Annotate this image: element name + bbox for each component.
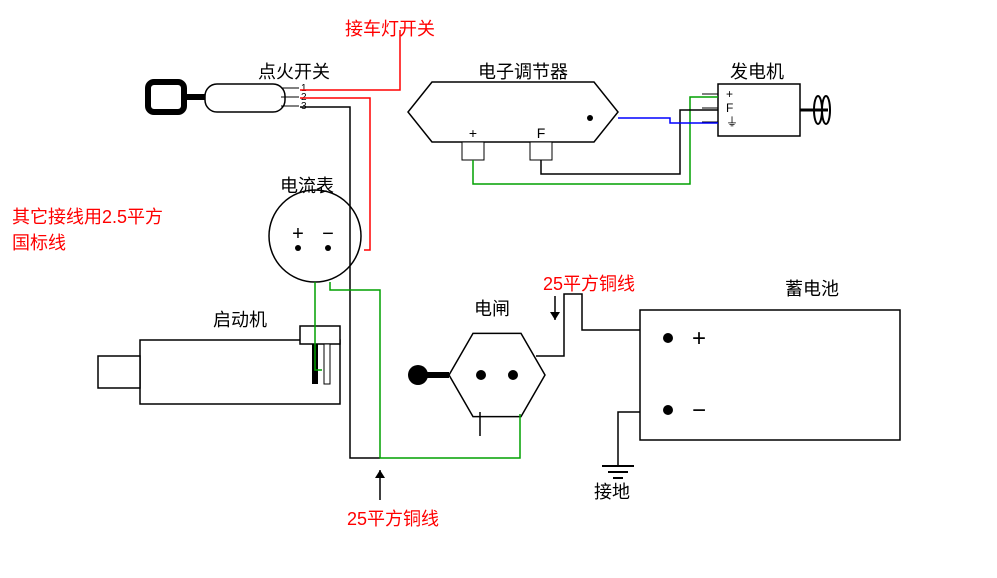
ignition-label: 点火开关 bbox=[258, 58, 330, 84]
cable25-label-a: 25平方铜线 bbox=[543, 270, 635, 296]
svg-text:+: + bbox=[692, 325, 706, 352]
svg-text:+: + bbox=[726, 87, 733, 101]
starter-label: 启动机 bbox=[213, 306, 267, 332]
battery-label: 蓄电池 bbox=[785, 275, 839, 301]
svg-text:+: + bbox=[292, 223, 304, 245]
generator-label: 发电机 bbox=[730, 58, 784, 84]
headlight-switch-label: 接车灯开关 bbox=[345, 15, 435, 41]
ground-label: 接地 bbox=[594, 478, 630, 504]
switch-label: 电闸 bbox=[474, 295, 510, 321]
regulator-label: 电子调节器 bbox=[478, 58, 568, 84]
svg-text:−: − bbox=[692, 397, 706, 424]
svg-text:+: + bbox=[469, 125, 477, 141]
ammeter-label: 电流表 bbox=[280, 172, 334, 198]
cable25-label-b: 25平方铜线 bbox=[347, 505, 439, 531]
wiring-diagram-canvas: 123+F+F⏚+−+− 点火开关 接车灯开关 电子调节器 发电机 电流表 启动… bbox=[0, 0, 997, 578]
svg-text:F: F bbox=[537, 125, 546, 141]
svg-text:F: F bbox=[726, 101, 733, 115]
note-line1: 其它接线用2.5平方 bbox=[12, 203, 163, 229]
wiring-note: 其它接线用2.5平方 国标线 bbox=[12, 203, 163, 255]
svg-text:−: − bbox=[322, 223, 334, 245]
diagram-svg: 123+F+F⏚+−+− bbox=[0, 0, 997, 578]
svg-text:⏚: ⏚ bbox=[726, 115, 738, 129]
note-line2: 国标线 bbox=[12, 229, 163, 255]
